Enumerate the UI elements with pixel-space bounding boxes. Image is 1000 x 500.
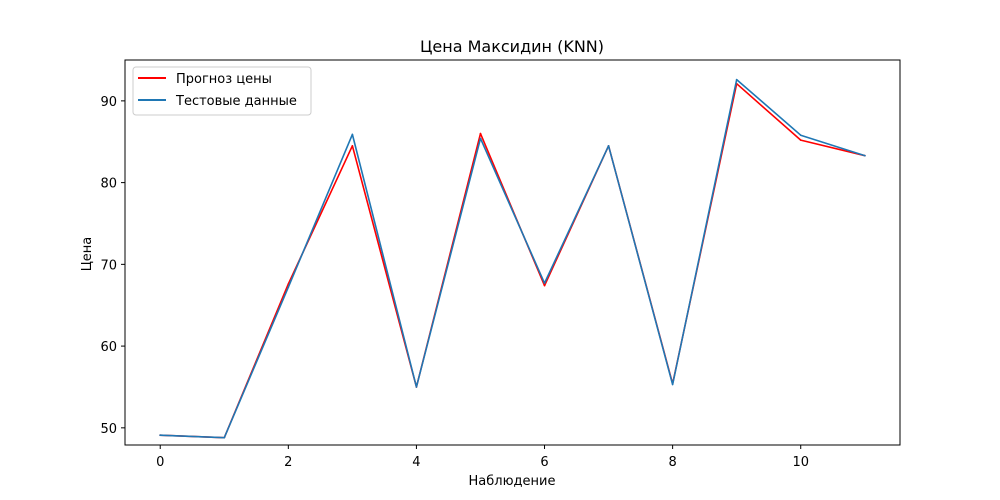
series-1-point [735, 78, 738, 81]
legend: Прогноз цены Тестовые данные [132, 66, 312, 116]
y-tick-label: 50 [100, 422, 117, 437]
series-1-point [799, 134, 802, 136]
series-1-point [607, 145, 610, 147]
series-1-point [223, 436, 226, 439]
x-tick-label: 4 [412, 455, 420, 470]
x-tick-label: 8 [668, 455, 676, 470]
y-tick-label: 70 [100, 258, 117, 273]
series-line-1 [159, 78, 866, 439]
axes-layer: 0 2 4 6 8 10 50 60 70 80 90 [100, 59, 901, 470]
legend-label-forecast: Прогноз цены [176, 72, 272, 87]
y-tick-label: 60 [100, 340, 117, 355]
series-1-point [863, 154, 866, 157]
plot-frame [124, 59, 901, 446]
x-tick-label: 2 [284, 455, 292, 470]
y-tick-label: 90 [100, 95, 117, 110]
series-0-point [351, 145, 354, 147]
series-1-point [479, 137, 482, 140]
series-1-point [287, 286, 290, 289]
series-1-point [671, 383, 674, 386]
series-0-point [543, 284, 546, 287]
series-layer [159, 78, 866, 439]
x-tick-label: 0 [156, 455, 164, 470]
series-0-point [479, 132, 482, 135]
series-0-point [799, 139, 802, 141]
y-tick-label: 80 [100, 177, 117, 192]
legend-label-test-data: Тестовые данные [175, 94, 297, 109]
y-axis-label: Цена [80, 237, 95, 272]
series-1-point [351, 133, 354, 136]
series-1-point [543, 282, 546, 284]
series-1-point [159, 434, 162, 436]
legend-box [132, 66, 312, 116]
x-axis-label: Наблюдение [469, 474, 556, 489]
series-1-point [415, 386, 418, 388]
plot-area [125, 60, 900, 445]
x-tick-label: 6 [540, 455, 548, 470]
chart-title: Цена Максидин (KNN) [420, 37, 604, 56]
x-tick-label: 10 [792, 455, 809, 470]
